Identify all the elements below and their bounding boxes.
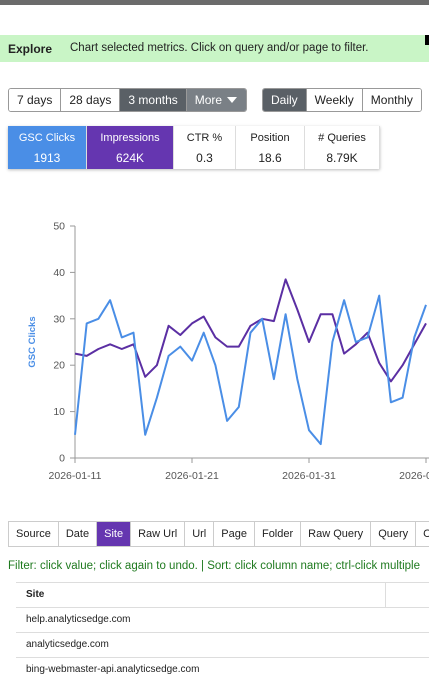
metric-card[interactable]: CTR % 0.3 bbox=[174, 126, 236, 169]
x-tick-label: 2026-01-11 bbox=[49, 470, 102, 482]
metric-label: CTR % bbox=[186, 132, 223, 144]
metric-card[interactable]: Impressions 624K bbox=[87, 126, 174, 169]
tab[interactable]: Folder bbox=[255, 522, 302, 546]
table-cell[interactable]: help.analyticsedge.com bbox=[16, 608, 429, 633]
y-tick-label: 50 bbox=[53, 221, 65, 233]
tab[interactable]: Raw Url bbox=[131, 522, 186, 546]
tab[interactable]: Site bbox=[97, 522, 132, 546]
y-axis-label: GSC Clicks bbox=[27, 316, 38, 367]
y-tick-label: 10 bbox=[53, 406, 65, 418]
table-cell[interactable]: analyticsedge.com bbox=[16, 633, 429, 658]
x-tick-label: 2026-02-10 bbox=[399, 470, 429, 482]
granularity-button[interactable]: Weekly bbox=[306, 89, 363, 111]
edge-mark bbox=[425, 35, 429, 45]
y-tick-label: 40 bbox=[53, 267, 65, 279]
top-bar bbox=[0, 0, 429, 5]
range-buttons: 7 days 28 days 3 months More bbox=[8, 88, 248, 112]
metric-card[interactable]: GSC Clicks 1913 bbox=[8, 126, 87, 169]
tab[interactable]: Page bbox=[214, 522, 255, 546]
tab[interactable]: Raw Query bbox=[301, 522, 372, 546]
banner-title: Explore bbox=[8, 42, 53, 56]
metric-value: 624K bbox=[115, 151, 145, 165]
y-tick-label: 30 bbox=[53, 313, 65, 325]
granularity-buttons: Daily Weekly Monthly bbox=[262, 88, 422, 112]
tab[interactable]: Date bbox=[59, 522, 98, 546]
y-tick-label: 20 bbox=[53, 360, 65, 372]
metric-value: 18.6 bbox=[258, 151, 282, 165]
series-line bbox=[74, 294, 427, 446]
metric-label: # Queries bbox=[318, 132, 366, 144]
banner-description: Chart selected metrics. Click on query a… bbox=[70, 42, 369, 54]
caret bbox=[227, 97, 238, 103]
tabs: Source Date Site Raw Url Url Page Folder Raw Qu… bbox=[8, 521, 429, 547]
granularity-button[interactable]: Daily bbox=[263, 89, 307, 111]
metric-value: 0.3 bbox=[196, 151, 213, 165]
table-cell[interactable]: bing-webmaster-api.analyticsedge.com bbox=[16, 658, 429, 679]
metric-card[interactable]: # Queries 8.79K bbox=[305, 126, 380, 169]
column-header[interactable]: Site bbox=[16, 582, 429, 608]
x-tick-label: 2026-01-21 bbox=[165, 470, 219, 482]
metric-label: GSC Clicks bbox=[18, 132, 76, 144]
range-button[interactable]: 7 days bbox=[9, 89, 62, 111]
banner: Explore Chart selected metrics. Click on… bbox=[0, 35, 429, 62]
range-button[interactable]: More bbox=[186, 89, 247, 111]
tab[interactable]: Source bbox=[9, 522, 59, 546]
metric-card[interactable]: Position 18.6 bbox=[236, 126, 305, 169]
series-line bbox=[74, 278, 427, 383]
y-tick-label: 0 bbox=[59, 453, 65, 465]
x-tick-label: 2026-01-31 bbox=[282, 470, 336, 482]
range-button[interactable]: 28 days bbox=[61, 89, 121, 111]
metric-label: Impressions bbox=[100, 132, 160, 144]
metrics: GSC Clicks 1913 Impressions 624K CTR % 0.3 Pos… bbox=[8, 126, 380, 169]
filter-help: Filter: click value; click again to undo… bbox=[8, 560, 421, 572]
range-button[interactable]: 3 months bbox=[120, 89, 187, 111]
tab[interactable]: Query bbox=[371, 522, 417, 546]
caret-icon bbox=[227, 97, 238, 103]
metric-value: 1913 bbox=[33, 151, 61, 165]
granularity-button[interactable]: Monthly bbox=[362, 89, 421, 111]
tab[interactable]: Country bbox=[416, 522, 429, 546]
chart: 0 10 20 30 40 50 2026-01-11 2026-01-21 2026-01-3… bbox=[27, 221, 429, 482]
metric-value: 8.79K bbox=[326, 151, 358, 165]
tab[interactable]: Url bbox=[185, 522, 215, 546]
table: Site help.analyticsedge.com analyticsedge.… bbox=[16, 582, 429, 679]
metric-label: Position bbox=[250, 132, 290, 144]
